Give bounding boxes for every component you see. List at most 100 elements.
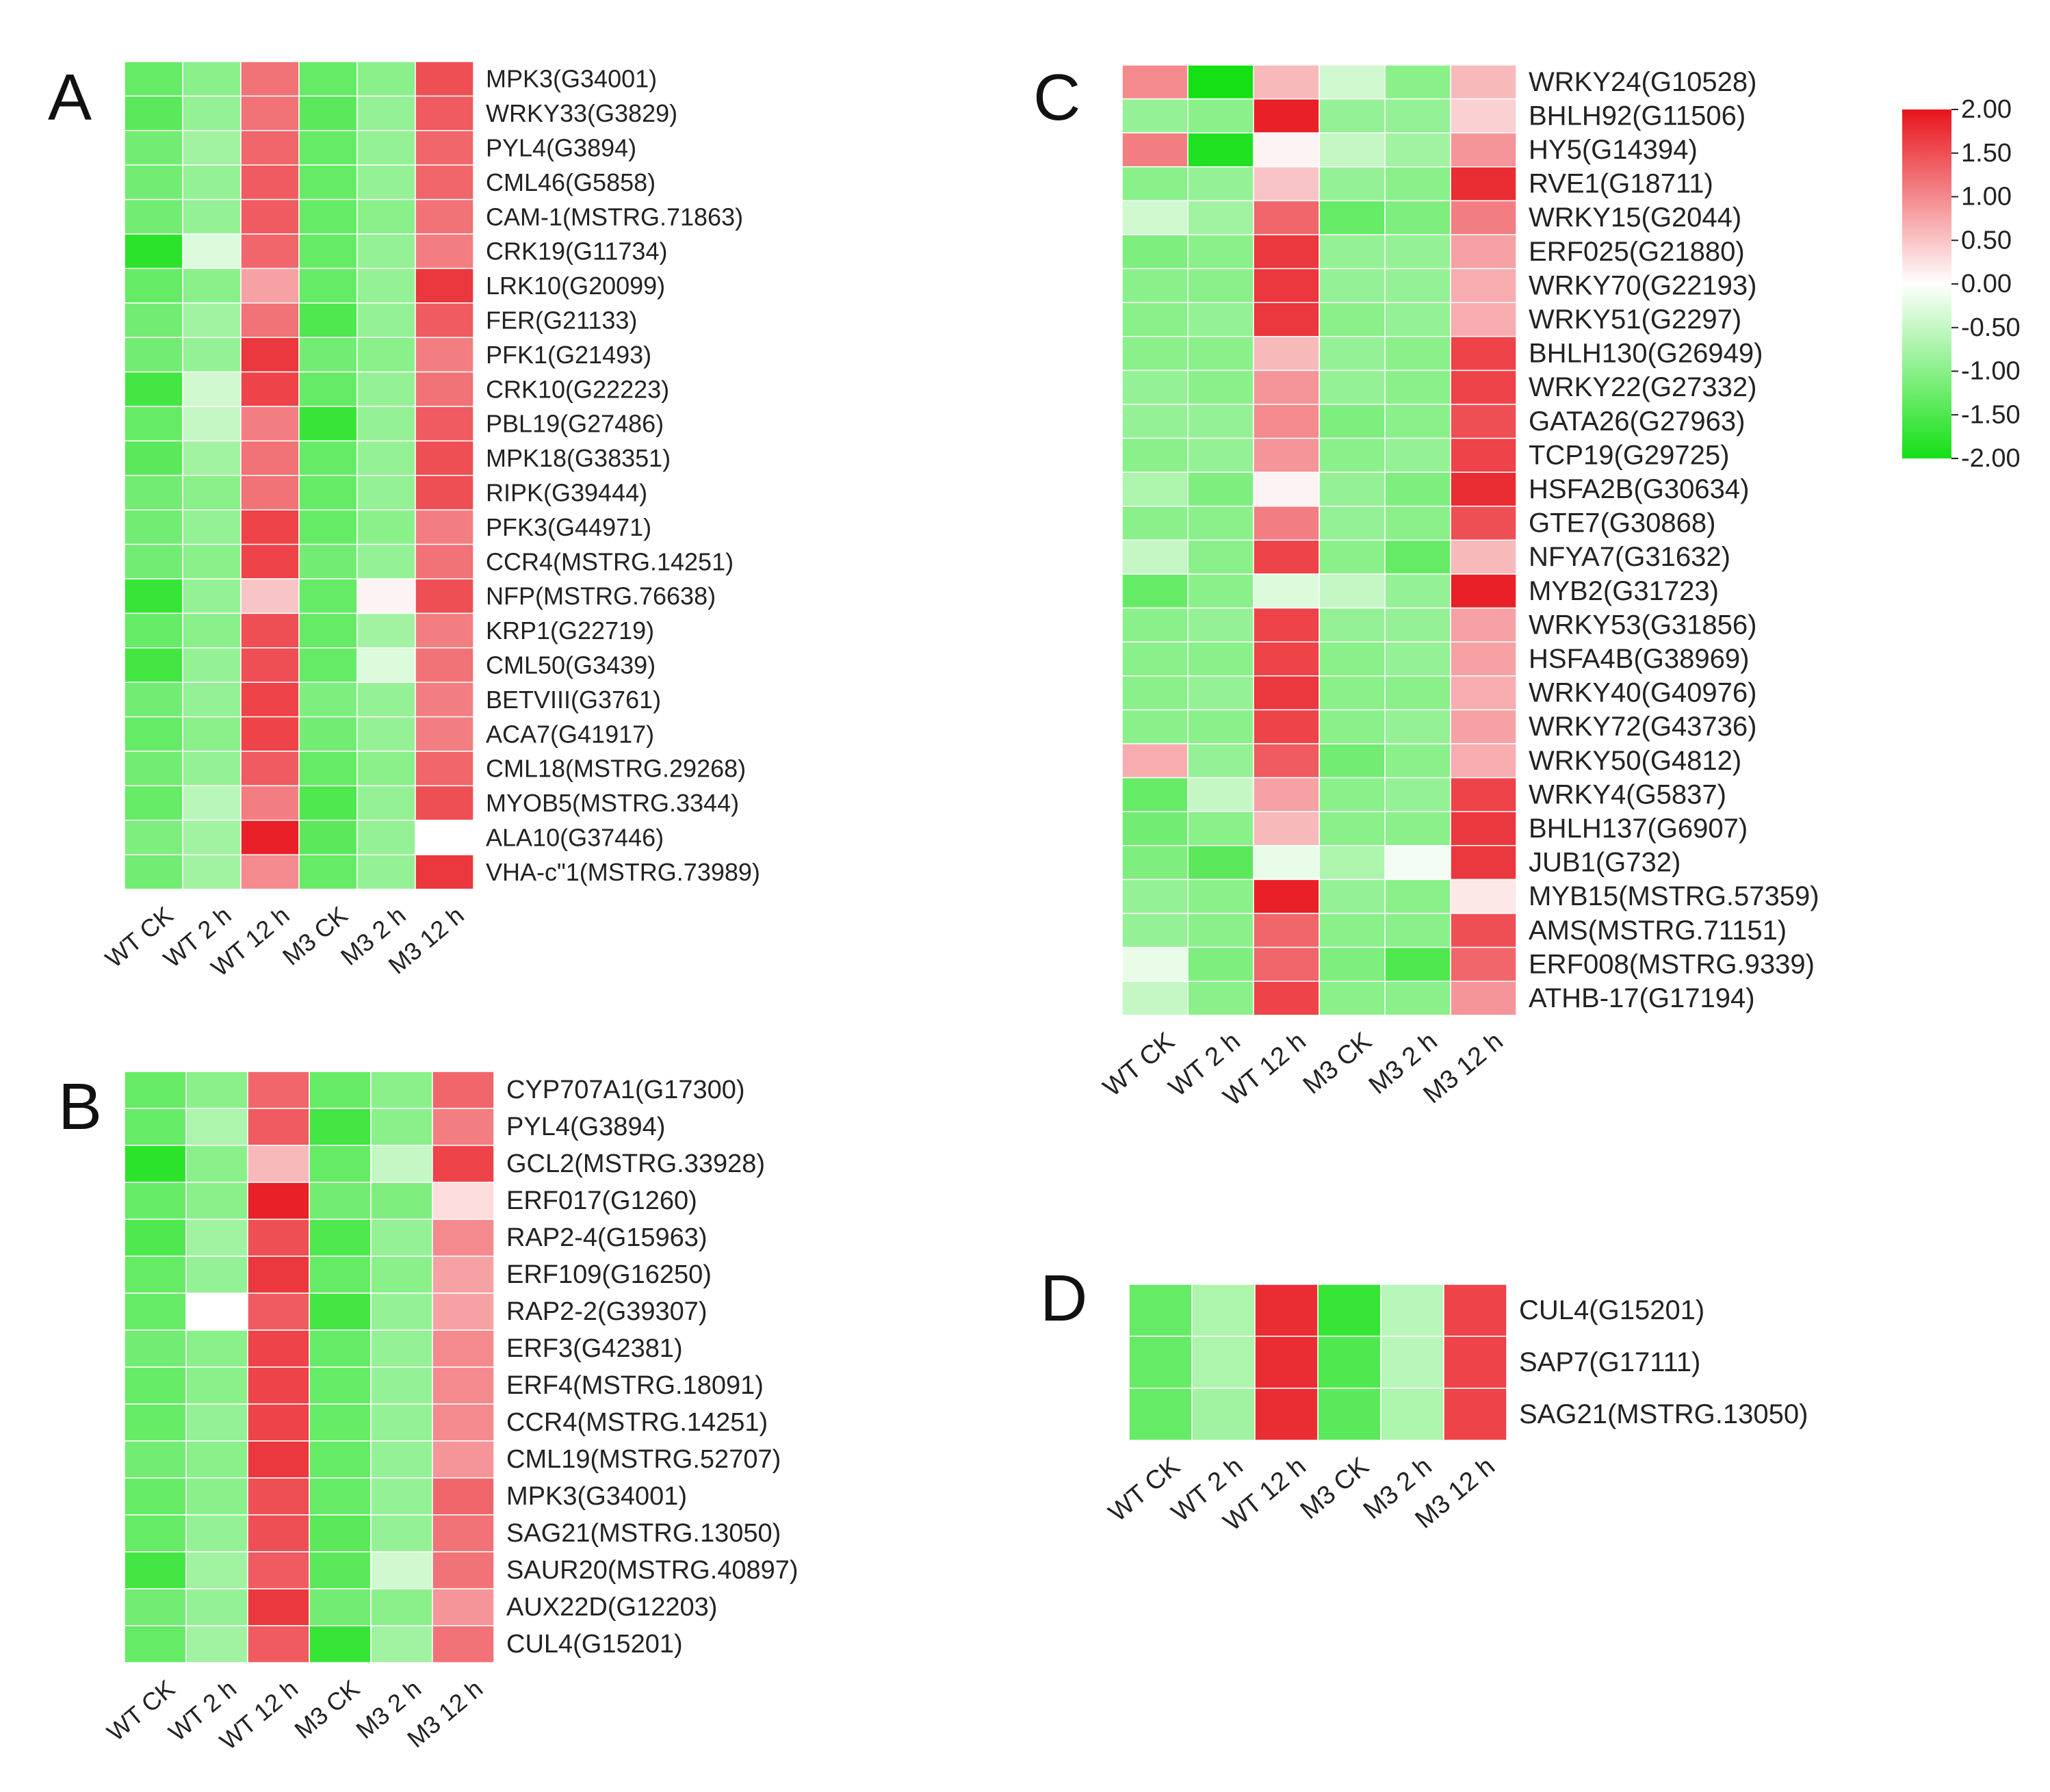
- gene-label: ALA10(G37446): [486, 824, 664, 852]
- heatmap-cell: [298, 95, 358, 131]
- heatmap-cell: [1384, 234, 1451, 270]
- heatmap-cell: [240, 268, 300, 304]
- heatmap-cell: [124, 1293, 187, 1331]
- heatmap-cell: [1187, 471, 1254, 507]
- heatmap-cell: [370, 1145, 433, 1183]
- gene-label: MYB15(MSTRG.57359): [1529, 881, 1819, 911]
- gene-label: WRKY40(G40976): [1529, 678, 1756, 708]
- heatmap-cell: [247, 1071, 310, 1109]
- heatmap-cell: [298, 716, 358, 752]
- heatmap-cell: [298, 647, 358, 683]
- gene-label: ACA7(G41917): [486, 720, 654, 748]
- heatmap-cell: [1253, 369, 1320, 405]
- heatmap-cell: [415, 337, 474, 373]
- heatmap-cell: [298, 578, 358, 614]
- heatmap-cell: [356, 509, 416, 545]
- heatmap-cell: [1450, 709, 1517, 744]
- heatmap-cell: [124, 1551, 187, 1589]
- column-label: WT CK: [1098, 1027, 1180, 1102]
- gene-label: NFP(MSTRG.76638): [486, 582, 716, 610]
- heatmap-cell: [1187, 675, 1254, 711]
- heatmap-cell: [298, 785, 358, 821]
- heatmap-cell: [240, 233, 300, 270]
- gene-label: WRKY4(G5837): [1529, 779, 1726, 809]
- gene-label: ERF4(MSTRG.18091): [506, 1371, 764, 1400]
- heatmap-cell: [240, 716, 300, 752]
- heatmap-cell: [182, 233, 242, 270]
- gene-label: WRKY33(G3829): [486, 99, 677, 127]
- heatmap-cell: [124, 681, 183, 718]
- gene-label: WRKY51(G2297): [1529, 304, 1741, 335]
- gene-label: NFYA7(G31632): [1529, 542, 1730, 572]
- heatmap-cell: [1319, 302, 1386, 337]
- heatmap-cell: [370, 1477, 433, 1516]
- heatmap-cell: [1187, 369, 1254, 405]
- heatmap-cell: [298, 198, 358, 235]
- heatmap-cell: [1450, 777, 1517, 812]
- gene-label: BETVIII(G3761): [486, 686, 661, 714]
- heatmap-cell: [298, 440, 358, 476]
- heatmap-cell: [1253, 641, 1320, 677]
- gene-label: GATA26(G27963): [1529, 406, 1745, 437]
- heatmap-cell: [124, 406, 183, 442]
- heatmap-cell: [356, 820, 416, 855]
- heatmap-cell: [432, 1108, 495, 1146]
- column-label: WT CK: [101, 1674, 180, 1747]
- color-scale-legend: 2.00 1.50 1.00 0.50 0.00 -0.50 -1.00 -1.50 -2.00: [1902, 95, 2021, 473]
- heatmap-cell: [240, 198, 300, 235]
- heatmap-cell: [1384, 981, 1451, 1016]
- heatmap-cell: [370, 1514, 433, 1553]
- heatmap-cell: [185, 1329, 248, 1368]
- heatmap-cell: [1121, 573, 1189, 609]
- heatmap-cell: [1187, 234, 1254, 270]
- gene-label: CML19(MSTRG.52707): [506, 1445, 781, 1474]
- heatmap-cell: [185, 1440, 248, 1479]
- heatmap-cell: [247, 1440, 310, 1479]
- heatmap-cell: [182, 820, 242, 855]
- heatmap-cell: [124, 233, 183, 270]
- heatmap-cell: [185, 1588, 248, 1626]
- heatmap-cell: [1319, 437, 1386, 473]
- heatmap-cell: [1450, 64, 1517, 100]
- heatmap-cell: [432, 1477, 495, 1516]
- heatmap-cell: [1187, 404, 1254, 439]
- heatmap-cell: [1450, 845, 1517, 881]
- gene-label: GCL2(MSTRG.33928): [506, 1150, 765, 1178]
- heatmap-cell: [240, 578, 300, 614]
- heatmap-cell: [247, 1514, 310, 1553]
- heatmap-cell: [1121, 336, 1189, 372]
- heatmap-cell: [356, 130, 416, 166]
- heatmap-cell: [1253, 506, 1320, 541]
- gene-label: CAM-1(MSTRG.71863): [486, 203, 743, 231]
- heatmap-cell: [1254, 1284, 1319, 1337]
- heatmap-cell: [1319, 471, 1386, 507]
- gene-label: CML46(G5858): [486, 168, 656, 196]
- heatmap-cell: [124, 61, 183, 97]
- heatmap-cell: [1121, 234, 1189, 270]
- heatmap-cell: [240, 785, 300, 821]
- heatmap-cell: [1187, 913, 1254, 948]
- heatmap-cell: [124, 612, 183, 649]
- heatmap-cell: [1319, 132, 1386, 168]
- heatmap-cell: [1187, 506, 1254, 541]
- heatmap-cell: [370, 1329, 433, 1368]
- heatmap-cell: [298, 543, 358, 580]
- heatmap-cell: [1384, 879, 1451, 914]
- heatmap-cell: [1187, 641, 1254, 677]
- gene-label: CML50(G3439): [486, 651, 656, 679]
- heatmap-cell: [1384, 302, 1451, 337]
- heatmap-cell: [1450, 200, 1517, 235]
- heatmap-cell: [185, 1145, 248, 1183]
- heatmap-panel-d: CUL4(G15201) SAP7(G17111) SAG21(MSTRG.1305…: [1103, 1284, 1808, 1537]
- heatmap-cell: [309, 1071, 372, 1109]
- heatmap-cell: [432, 1256, 495, 1294]
- heatmap-cell: [1380, 1336, 1444, 1389]
- heatmap-cell: [247, 1366, 310, 1405]
- gene-label: RAP2-2(G39307): [506, 1297, 708, 1326]
- heatmap-cell: [240, 854, 300, 890]
- color-scale-tick-label: -0.50: [1961, 313, 2021, 342]
- gene-label: MYB2(G31723): [1529, 576, 1719, 606]
- heatmap-cell: [240, 751, 300, 787]
- gene-label: MPK3(G34001): [506, 1482, 687, 1511]
- heatmap-cell: [1121, 302, 1189, 337]
